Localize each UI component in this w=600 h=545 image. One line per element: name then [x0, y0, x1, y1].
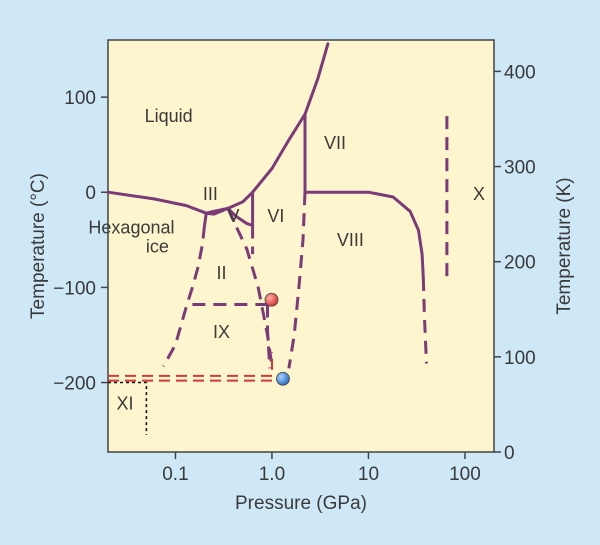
phase-label-1: III — [203, 184, 218, 204]
y-right-tick-label-4: 0 — [504, 443, 515, 464]
phase-boundary-solid-6 — [226, 206, 255, 227]
phase-boundary-dashed-1 — [203, 212, 208, 226]
phase-label-3: VI — [267, 206, 284, 226]
x-axis-title: Pressure (GPa) — [235, 493, 367, 514]
phase-boundary-dashed-2 — [226, 207, 274, 367]
phase-label-0: Liquid — [145, 106, 193, 126]
phase-label-2: V — [228, 206, 240, 226]
y-right-tick-label-2: 200 — [504, 253, 536, 274]
phase-label-4: VII — [324, 133, 346, 153]
phase-boundary-dashed-6 — [287, 192, 307, 369]
x-tick-label-3: 100 — [449, 464, 481, 485]
phase-label-5: VIII — [337, 230, 364, 250]
phase-boundary-dashed-5 — [266, 304, 272, 369]
y-left-tick-label-1: 0 — [85, 183, 96, 204]
y-left-tick-label-0: 100 — [64, 88, 96, 109]
y-left-tick-label-3: −200 — [53, 374, 96, 395]
phase-boundary-dashed-0 — [162, 225, 206, 368]
black-dotted-line-0 — [108, 381, 148, 435]
x-tick-label-0: 0.1 — [162, 464, 188, 485]
lines-layer — [106, 42, 449, 435]
red-dashed-line-0 — [108, 352, 273, 377]
phase-boundary-solid-9 — [303, 190, 425, 280]
phase-boundary-solid-5 — [204, 206, 230, 216]
phase-label-11: XI — [116, 393, 133, 413]
phase-label-6: X — [473, 184, 485, 204]
phase-label-10: IX — [213, 322, 230, 342]
y-right-tick-label-0: 400 — [504, 62, 536, 83]
y-right-tick-label-1: 300 — [504, 158, 536, 179]
x-tick-label-2: 10 — [358, 464, 379, 485]
y-left-tick-label-2: −100 — [53, 278, 96, 299]
phase-label-8: ice — [146, 236, 169, 256]
blue-data-point — [276, 371, 290, 386]
phase-boundary-solid-4 — [303, 42, 330, 116]
phase-boundary-solid-0 — [106, 190, 208, 215]
red-data-point — [264, 292, 279, 307]
y-axis-title-left: Temperature (°C) — [28, 173, 49, 319]
x-tick-label-1: 1.0 — [259, 464, 285, 485]
y-right-tick-label-3: 100 — [504, 348, 536, 369]
y-axis-title-right: Temperature (K) — [554, 177, 575, 314]
phase-label-9: II — [216, 263, 226, 283]
phase-boundary-dashed-7 — [421, 277, 428, 364]
phase-boundary-solid-2 — [226, 190, 255, 210]
phase-label-7: Hexagonal — [88, 217, 174, 237]
phase-boundary-solid-3 — [251, 112, 307, 194]
ticks-layer: 0.1 1.0 10 100 100 0 −100 −200 400 300 200 100 0 — [53, 62, 536, 485]
